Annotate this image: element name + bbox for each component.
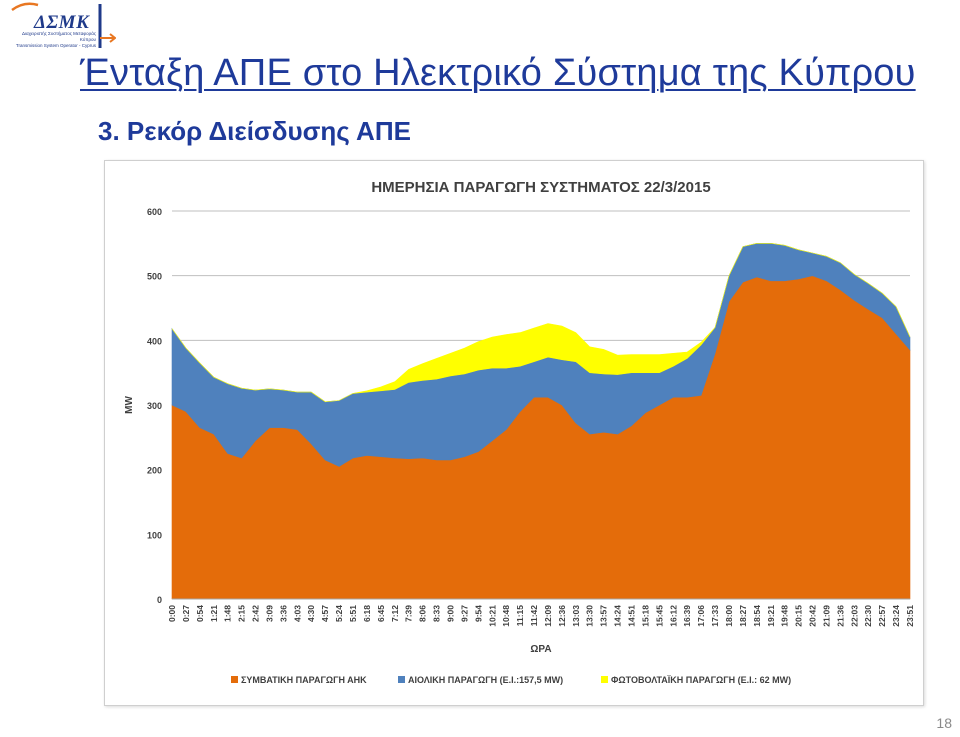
section-subtitle: 3. Ρεκόρ Διείσδυσης ΑΠΕ	[98, 116, 411, 146]
logo-line-1: Διαχειριστής Συστήματος Μεταφοράς	[22, 31, 96, 36]
x-tick-label-40: 18:00	[724, 605, 734, 627]
x-tick-label-42: 18:54	[752, 605, 762, 627]
x-tick-label-51: 22:57	[877, 605, 887, 627]
x-tick-label-45: 20:15	[794, 605, 804, 627]
page-number: 18	[936, 715, 952, 731]
x-tick-label-24: 10:48	[501, 605, 511, 627]
x-tick-label-26: 11:42	[529, 605, 539, 627]
x-tick-label-33: 14:51	[627, 605, 637, 627]
x-tick-label-14: 6:18	[362, 605, 372, 622]
x-tick-label-22: 9:54	[473, 605, 483, 622]
logo: ΔΣΜΚ Διαχειριστής Συστήματος Μεταφοράς Κ…	[4, 0, 116, 56]
x-tick-label-30: 13:30	[585, 605, 595, 627]
x-tick-label-18: 8:06	[418, 605, 428, 622]
x-tick-label-28: 12:36	[557, 605, 567, 627]
x-tick-label-46: 20:42	[808, 605, 818, 627]
legend-label-2: ΑΙΟΛΙΚΗ ΠΑΡΑΓΩΓΗ (Ε.Ι.:157,5 MW)	[408, 675, 563, 685]
chart-frame: ΗΜΕΡΗΣΙΑ ΠΑΡΑΓΩΓΗ ΣΥΣΤΗΜΑΤΟΣ 22/3/2015 0 1…	[104, 160, 924, 706]
x-tick-label-9: 4:03	[292, 605, 302, 622]
x-tick-label-19: 8:33	[432, 605, 442, 622]
x-tick-label-27: 12:09	[543, 605, 553, 627]
daily-production-chart: ΗΜΕΡΗΣΙΑ ΠΑΡΑΓΩΓΗ ΣΥΣΤΗΜΑΤΟΣ 22/3/2015 0 1…	[124, 179, 915, 685]
area-series-3	[171, 243, 911, 403]
y-axis-label: MW	[124, 396, 135, 414]
x-tick-label-23: 10:21	[487, 605, 497, 627]
x-tick-label-17: 7:39	[404, 605, 414, 622]
x-tick-label-7: 3:09	[264, 605, 274, 622]
x-tick-label-20: 9:00	[445, 605, 455, 622]
x-tick-label-41: 18:27	[738, 605, 748, 627]
x-tick-label-44: 19:48	[780, 605, 790, 627]
y-tick-label-200: 200	[147, 466, 162, 476]
y-tick-label-400: 400	[147, 336, 162, 346]
x-tick-label-10: 4:30	[306, 605, 316, 622]
legend-label-1: ΣΥΜΒΑΤΙΚΗ ΠΑΡΑΓΩΓΗ ΑΗΚ	[241, 675, 367, 685]
x-tick-label-21: 9:27	[459, 605, 469, 622]
x-tick-label-16: 7:12	[390, 605, 400, 622]
x-tick-label-34: 15:18	[640, 605, 650, 627]
logo-wordmark: ΔΣΜΚ	[34, 12, 90, 33]
page-title: Ένταξη ΑΠΕ στο Ηλεκτρικό Σύστημα της Κύπ…	[80, 52, 916, 94]
legend-swatch-3	[601, 676, 608, 683]
x-tick-label-38: 17:06	[696, 605, 706, 627]
legend-label-3: ΦΩΤΟΒΟΛΤΑΪΚΗ ΠΑΡΑΓΩΓΗ (Ε.Ι.: 62 MW)	[611, 675, 791, 685]
x-tick-label-3: 1:21	[209, 605, 219, 622]
logo-line-2: Κύπρου	[79, 37, 96, 42]
x-tick-label-6: 2:42	[251, 605, 261, 622]
x-tick-label-25: 11:15	[515, 605, 525, 627]
x-tick-label-12: 5:24	[334, 605, 344, 622]
x-tick-label-50: 22:30	[863, 605, 873, 627]
x-tick-label-4: 1:48	[223, 605, 233, 622]
x-tick-label-47: 21:09	[821, 605, 831, 627]
x-tick-label-1: 0:27	[181, 605, 191, 622]
x-tick-label-2: 0:54	[195, 605, 205, 622]
legend-swatch-2	[398, 676, 405, 683]
y-tick-label-600: 600	[147, 207, 162, 217]
x-tick-label-15: 6:45	[376, 605, 386, 622]
x-tick-label-11: 4:57	[320, 605, 330, 622]
x-tick-label-53: 23:51	[905, 605, 915, 627]
x-tick-label-49: 22:03	[849, 605, 859, 627]
x-tick-label-39: 17:33	[710, 605, 720, 627]
legend-swatch-1	[231, 676, 238, 683]
x-tick-label-8: 3:36	[278, 605, 288, 622]
x-tick-label-31: 13:57	[599, 605, 609, 627]
x-tick-label-48: 21:36	[835, 605, 845, 627]
x-tick-label-52: 23:24	[891, 605, 901, 627]
x-tick-label-36: 16:12	[668, 605, 678, 627]
y-tick-label-100: 100	[147, 530, 162, 540]
x-tick-label-37: 16:39	[682, 605, 692, 627]
x-tick-label-0: 0:00	[167, 605, 177, 622]
x-tick-label-32: 14:24	[613, 605, 623, 627]
y-tick-label-0: 0	[157, 595, 162, 605]
x-tick-label-13: 5:51	[348, 605, 358, 622]
logo-mark-icon	[11, 2, 116, 48]
x-tick-label-29: 13:03	[571, 605, 581, 627]
area-series-1	[171, 275, 911, 600]
chart-title: ΗΜΕΡΗΣΙΑ ΠΑΡΑΓΩΓΗ ΣΥΣΤΗΜΑΤΟΣ 22/3/2015	[371, 179, 710, 196]
x-tick-label-5: 2:15	[237, 605, 247, 622]
y-tick-label-500: 500	[147, 272, 162, 282]
x-tick-label-35: 15:45	[654, 605, 664, 627]
x-tick-label-43: 19:21	[766, 605, 776, 627]
y-tick-label-300: 300	[147, 401, 162, 411]
x-axis-label: ΩΡΑ	[530, 644, 551, 655]
logo-line-3: Transmission System Operator - Cyprus	[15, 43, 96, 48]
